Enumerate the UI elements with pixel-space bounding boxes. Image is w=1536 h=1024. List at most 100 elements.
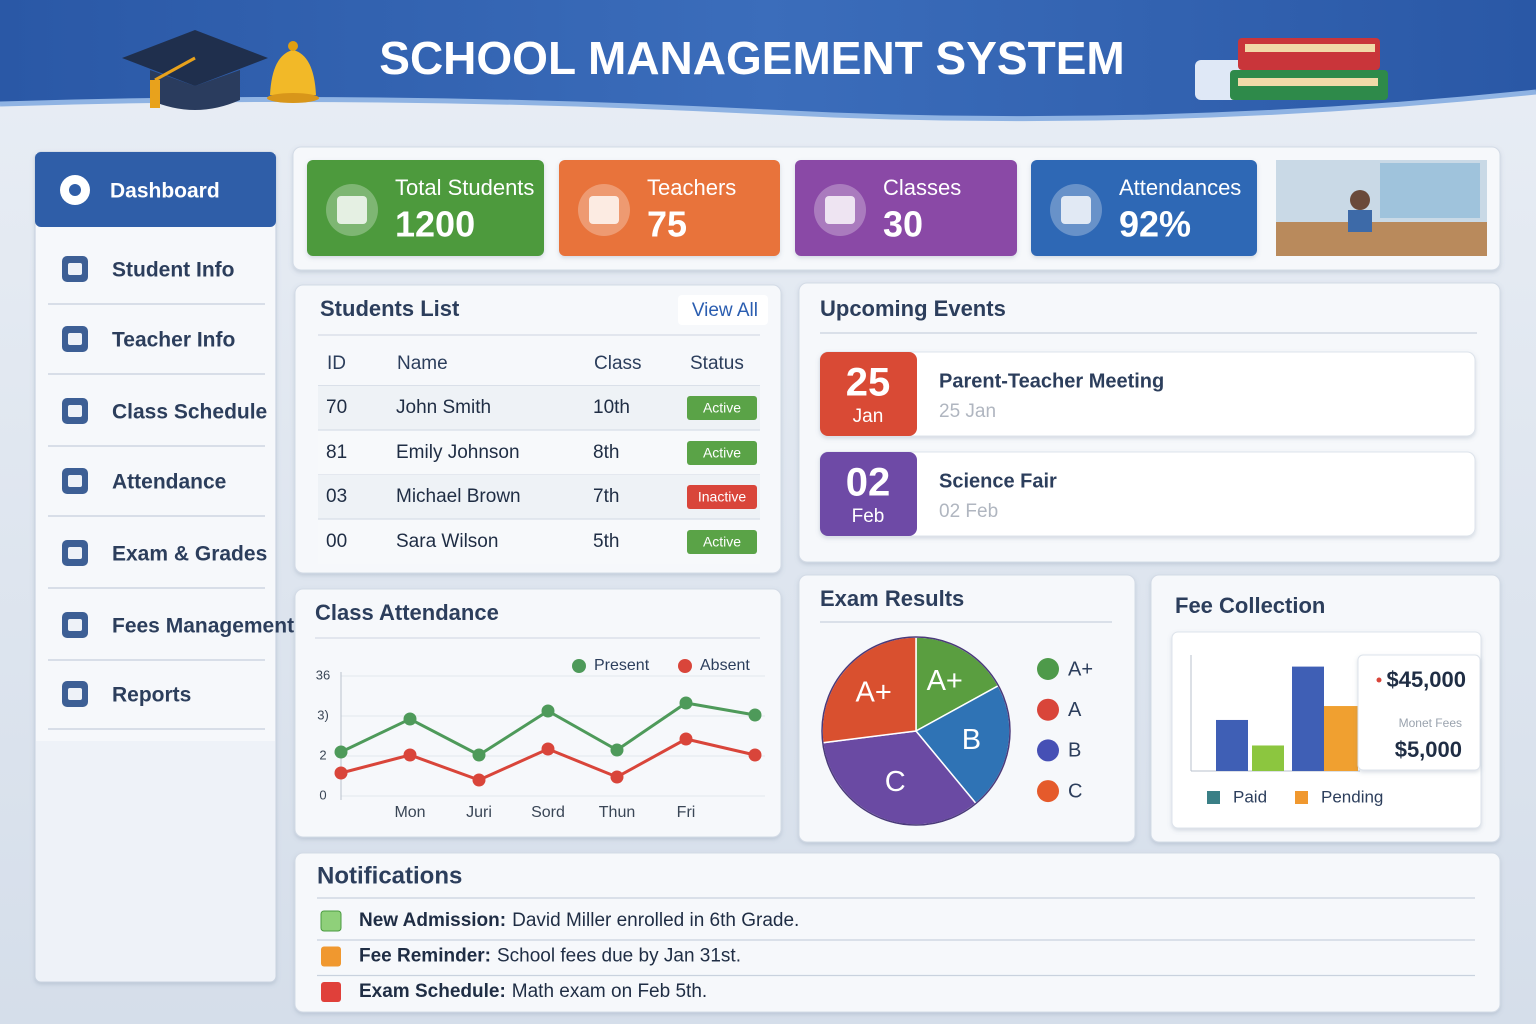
data-point <box>748 748 762 762</box>
notification: Fee Reminder: School fees due by Jan 31st… <box>359 946 741 967</box>
legend-label: A <box>1068 699 1082 721</box>
table-cell: Michael Brown <box>396 486 521 507</box>
stat-value: 92% <box>1119 204 1191 245</box>
pie-outline <box>821 636 1011 826</box>
annotation-dot <box>1376 677 1382 683</box>
nav-icon-inner <box>68 475 82 487</box>
nav-label: Attendance <box>112 471 226 494</box>
x-tick-label: Thun <box>599 804 635 821</box>
nav-icon-dot <box>69 184 81 196</box>
data-point <box>472 748 486 762</box>
y-tick-label: 3) <box>317 707 329 722</box>
legend-swatch <box>572 659 586 673</box>
y-tick-label: 36 <box>316 667 330 682</box>
notification: New Admission: David Miller enrolled in 6… <box>359 910 799 931</box>
legend-label: A+ <box>1068 658 1093 680</box>
table-cell: 7th <box>593 486 619 507</box>
stat-icon-inner <box>337 196 367 224</box>
nav-icon-inner <box>68 333 82 345</box>
notification-swatch <box>320 910 342 932</box>
notification-label: Fee Reminder: <box>359 946 491 967</box>
nav-item[interactable]: Exam & Grades <box>48 540 267 589</box>
header-band <box>0 0 1536 119</box>
cap-icon <box>122 30 268 110</box>
status-badge <box>687 485 757 509</box>
data-point <box>403 748 417 762</box>
legend-swatch <box>678 659 692 673</box>
nav-label: Student Info <box>112 259 234 282</box>
nav-label: Fees Management <box>112 615 294 638</box>
stat-card: Attendances 92% <box>1031 160 1257 256</box>
notification: Exam Schedule: Math exam on Feb 5th. <box>359 981 707 1002</box>
nav-label: Reports <box>112 684 191 707</box>
bar <box>1324 706 1358 771</box>
classroom-photo <box>1276 160 1487 256</box>
slice-label: A+ <box>856 676 892 708</box>
data-point <box>541 704 555 718</box>
stat-label: Attendances <box>1119 175 1241 200</box>
annotation: $45,000 <box>1386 667 1466 692</box>
panel-title: Exam Results <box>820 586 964 611</box>
table-cell: John Smith <box>396 397 491 418</box>
data-point <box>679 696 693 710</box>
data-point <box>610 743 624 757</box>
view-all-link[interactable]: View All <box>692 300 758 321</box>
event-date: 02 Feb <box>939 501 998 522</box>
x-tick-label: Fri <box>677 804 696 821</box>
nav-item[interactable]: Attendance <box>48 468 265 517</box>
nav-item[interactable]: Class Schedule <box>48 398 267 447</box>
legend-label: B <box>1068 740 1081 762</box>
notification-swatch <box>321 982 341 1002</box>
panel-title: Students List <box>320 296 460 321</box>
notification-text: Math exam on Feb 5th. <box>512 981 707 1002</box>
legend-label: Present <box>594 657 650 674</box>
stat-value: 30 <box>883 204 923 245</box>
nav-item[interactable]: Reports <box>48 681 265 730</box>
event-month: Jan <box>853 406 884 427</box>
table-row-bg <box>318 475 760 519</box>
bell-icon <box>267 41 319 103</box>
stat-value: 1200 <box>395 204 475 245</box>
app-title: SCHOOL MANAGEMENT SYSTEM <box>379 32 1124 84</box>
photo-window <box>1380 163 1480 218</box>
stat-label: Classes <box>883 175 961 200</box>
legend-swatch <box>1037 780 1059 803</box>
legend-swatch <box>1295 791 1308 804</box>
stat-label: Total Students <box>395 175 534 200</box>
nav-item[interactable]: Teacher Info <box>48 326 265 375</box>
nav-icon-inner <box>68 405 82 417</box>
status-badge <box>687 441 757 465</box>
data-point <box>403 712 417 726</box>
column-header: Name <box>397 353 448 374</box>
stat-card-bg <box>307 160 544 256</box>
bar <box>1252 745 1284 771</box>
table-cell: 03 <box>326 486 347 507</box>
nav-icon-inner <box>68 619 82 631</box>
table-cell: Sara Wilson <box>396 531 498 552</box>
data-point <box>610 770 624 784</box>
event-month: Feb <box>852 506 885 527</box>
nav-item[interactable]: Student Info <box>48 256 265 305</box>
notification-swatch <box>321 946 341 967</box>
event-date-block <box>820 352 917 436</box>
books-icon <box>1195 38 1388 100</box>
panel-title: Class Attendance <box>315 600 499 625</box>
notifications-panel <box>294 852 1501 1013</box>
column-header: ID <box>327 353 346 374</box>
event-day: 02 <box>846 461 891 505</box>
legend-swatch <box>1207 791 1220 804</box>
table-cell: 00 <box>326 531 347 552</box>
stat-icon-inner <box>825 196 855 224</box>
nav-item[interactable]: Fees Management <box>48 612 294 661</box>
slice-label: A+ <box>927 665 963 697</box>
notification-text: David Miller enrolled in 6th Grade. <box>512 910 799 931</box>
nav-item[interactable]: Dashboard <box>35 152 276 227</box>
attendance-panel <box>294 588 782 838</box>
table-cell: 8th <box>593 442 619 463</box>
legend-label: Absent <box>700 657 750 674</box>
stat-card: Classes 30 <box>795 160 1017 256</box>
status-label: Active <box>703 400 741 416</box>
nav-label: Dashboard <box>110 180 220 203</box>
x-tick-label: Mon <box>394 804 425 821</box>
